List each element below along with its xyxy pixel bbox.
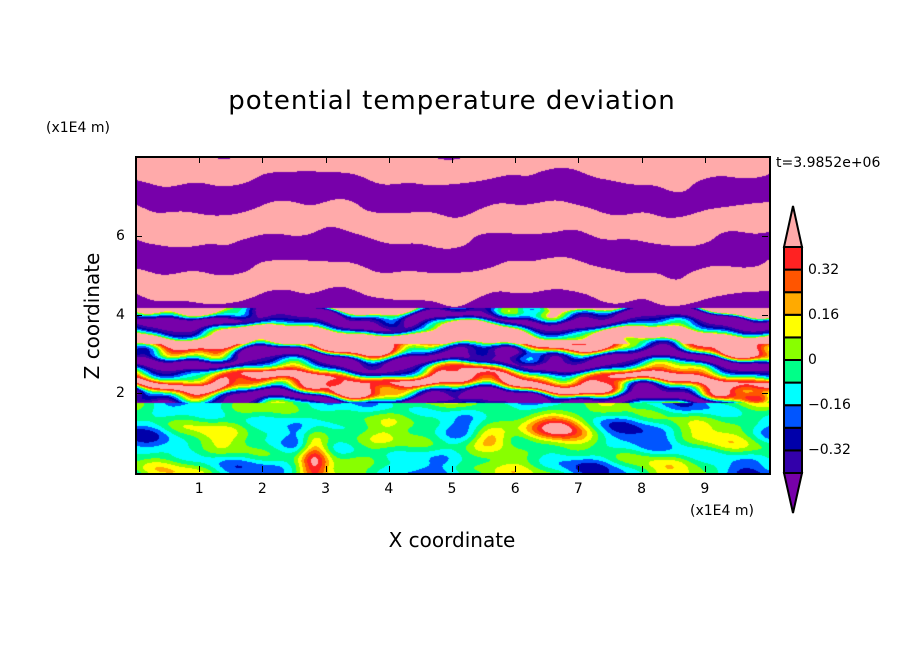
x-tick-mark (325, 157, 327, 163)
x-tick-mark (199, 466, 201, 472)
x-tick-label: 8 (637, 481, 647, 497)
x-tick-label: 2 (257, 481, 267, 497)
contour-field (137, 158, 769, 473)
x-tick-mark (325, 466, 327, 472)
y-tick-mark (762, 393, 768, 395)
x-tick-mark (704, 466, 706, 472)
y-tick-label: 6 (116, 227, 125, 244)
y-tick-mark (136, 314, 142, 316)
colorbar-box (783, 426, 803, 452)
x-tick-mark (578, 466, 580, 472)
x-tick-mark (704, 157, 706, 163)
colorbar-box (783, 246, 803, 271)
colorbar-box (783, 381, 803, 407)
colorbar-tick-label: 0 (808, 352, 817, 368)
x-tick-label: 3 (321, 481, 331, 497)
x-tick-mark (641, 466, 643, 472)
x-tick-mark (515, 157, 517, 163)
y-tick-label: 4 (116, 306, 125, 323)
y-tick-label: 2 (116, 385, 125, 402)
colorbar-tick-label: −0.32 (808, 442, 851, 459)
colorbar-tick-label: 0.16 (808, 306, 840, 323)
colorbar-tick-label: −0.16 (808, 397, 851, 414)
x-tick-mark (578, 157, 580, 163)
z-axis-unit: (x1E4 m) (46, 120, 110, 136)
colorbar (782, 205, 804, 514)
colorbar-box (783, 404, 803, 429)
x-tick-label: 1 (194, 481, 204, 497)
x-tick-mark (388, 157, 390, 163)
colorbar-box (783, 336, 803, 361)
y-axis-label: Z coordinate (80, 252, 104, 380)
x-axis-label: X coordinate (388, 528, 516, 552)
x-tick-mark (452, 157, 453, 163)
colorbar-box (783, 449, 803, 474)
y-tick-mark (136, 235, 142, 237)
colorbar-box (783, 291, 803, 316)
x-tick-label: 7 (573, 481, 583, 497)
colorbar-extend-max (782, 205, 804, 248)
x-tick-label: 9 (700, 481, 710, 497)
plot-area (135, 156, 771, 475)
colorbar-box (783, 268, 803, 294)
x-tick-mark (452, 466, 453, 472)
chart-title: potential temperature deviation (228, 86, 676, 116)
colorbar-box (783, 313, 803, 339)
x-tick-mark (515, 466, 517, 472)
x-tick-mark (262, 466, 264, 472)
time-label: t=3.9852e+06 (776, 155, 881, 171)
x-tick-mark (641, 157, 643, 163)
x-tick-mark (199, 157, 201, 163)
x-tick-mark (262, 157, 264, 163)
x-tick-label: 4 (384, 481, 394, 497)
x-axis-unit: (x1E4 m) (690, 503, 754, 519)
x-tick-label: 5 (447, 481, 457, 497)
y-tick-mark (136, 393, 142, 395)
x-tick-mark (388, 466, 390, 472)
colorbar-extend-min (782, 472, 804, 514)
y-tick-mark (762, 235, 768, 237)
y-tick-mark (762, 314, 768, 316)
x-tick-label: 6 (510, 481, 520, 497)
colorbar-tick-label: 0.32 (808, 261, 840, 278)
colorbar-box (783, 359, 803, 384)
